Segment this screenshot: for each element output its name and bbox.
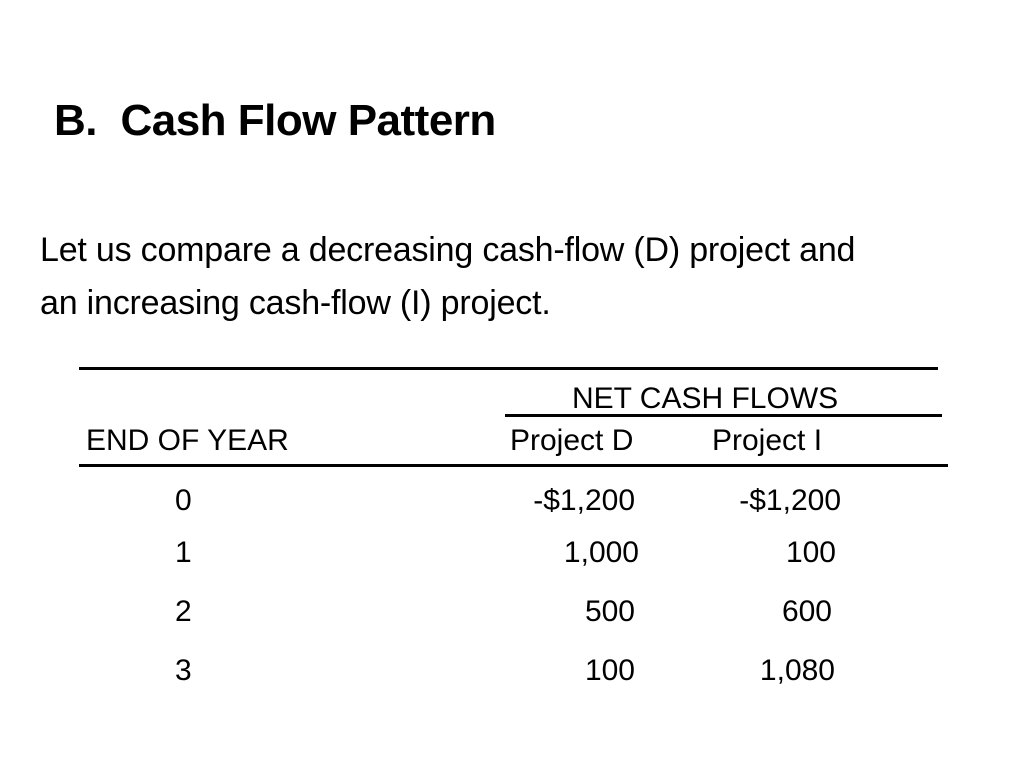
project-i-cell: 1,080 (759, 654, 835, 687)
net-cash-flows-header: NET CASH FLOWS (572, 382, 839, 415)
year-cell: 1 (175, 536, 192, 569)
project-i-cell: 600 (781, 595, 832, 628)
net-cash-flows-underline (505, 414, 942, 417)
project-i-cell: 100 (785, 536, 836, 569)
table-header-rule (79, 464, 948, 467)
intro-paragraph: Let us compare a decreasing cash-flow (D… (40, 224, 1000, 330)
year-cell: 2 (175, 595, 192, 628)
project-d-cell: 100 (584, 654, 635, 687)
project-d-cell: 1,000 (563, 536, 639, 569)
project-d-cell: -$1,200 (533, 484, 635, 517)
end-of-year-header: END OF YEAR (86, 424, 289, 457)
intro-line-1: Let us compare a decreasing cash-flow (D… (40, 231, 856, 269)
project-i-header: Project I (712, 424, 823, 457)
slide-title: B. Cash Flow Pattern (54, 96, 496, 145)
year-cell: 0 (175, 484, 192, 517)
intro-line-2: an increasing cash-flow (I) project. (40, 284, 551, 322)
year-cell: 3 (175, 654, 192, 687)
project-d-header: Project D (510, 424, 634, 457)
table-top-rule (79, 367, 938, 370)
project-d-cell: 500 (584, 595, 635, 628)
project-i-cell: -$1,200 (739, 484, 841, 517)
